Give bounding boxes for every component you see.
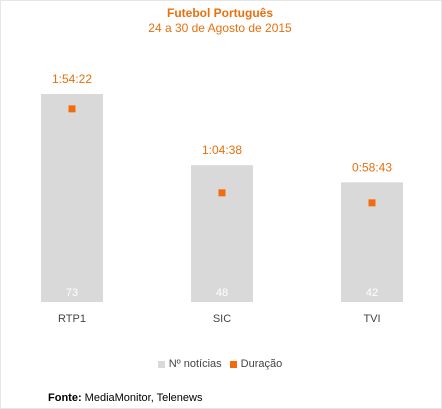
x-tick-label-tvi: TVI <box>363 313 380 325</box>
legend-label-news-count: Nº notícias <box>168 358 222 370</box>
legend-item-news-count[interactable]: Nº notícias <box>157 358 222 370</box>
duration-label-sic: 1:04:38 <box>202 143 242 157</box>
bar-sic <box>191 165 253 302</box>
bar-value-label-tvi: 42 <box>366 287 378 299</box>
bar-rtp1 <box>41 93 103 302</box>
duration-label-rtp1: 1:54:22 <box>52 72 92 86</box>
legend-swatch-news-count <box>157 360 165 368</box>
bar-value-label-sic: 48 <box>216 287 228 299</box>
chart-title: Futebol Português <box>167 6 273 20</box>
x-tick-label-sic: SIC <box>213 313 231 325</box>
source-text: MediaMonitor, Telenews <box>84 392 203 404</box>
legend-item-duration[interactable]: Duração <box>229 358 283 370</box>
duration-marker-rtp1 <box>68 105 76 113</box>
chart-subtitle: 24 a 30 de Agosto de 2015 <box>148 21 292 35</box>
duration-marker-tvi <box>368 199 376 207</box>
chart-legend: Nº notícias Duração <box>0 358 440 370</box>
source-note: Fonte: MediaMonitor, Telenews <box>48 392 202 404</box>
duration-label-tvi: 0:58:43 <box>352 160 392 174</box>
legend-swatch-duration <box>229 360 237 368</box>
legend-label-duration: Duração <box>240 358 283 370</box>
duration-marker-sic <box>218 189 226 197</box>
x-tick-label-rtp1: RTP1 <box>58 313 86 325</box>
bar-value-label-rtp1: 73 <box>66 287 78 299</box>
source-label: Fonte: <box>48 392 82 404</box>
